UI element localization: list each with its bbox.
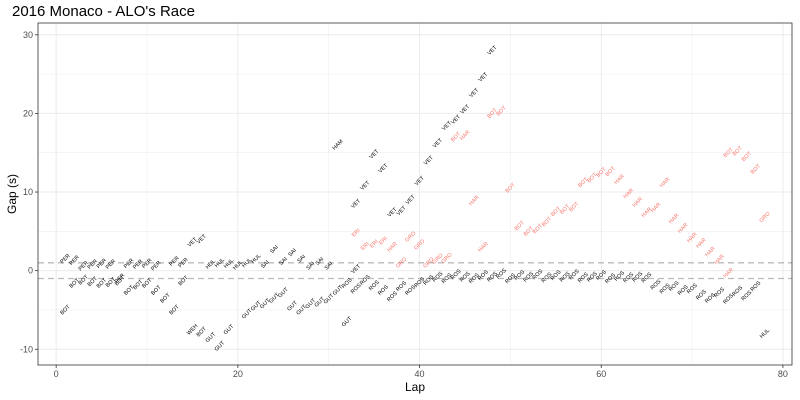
y-tick-label: 10 bbox=[23, 187, 33, 197]
y-tick-label: 30 bbox=[23, 30, 33, 40]
data-label: SAI bbox=[287, 247, 298, 258]
y-axis-title: Gap (s) bbox=[5, 174, 19, 214]
data-label: SAI bbox=[315, 256, 326, 267]
plot-border bbox=[37, 22, 793, 366]
data-label: SAI bbox=[297, 254, 308, 265]
data-label: ERI bbox=[360, 241, 371, 252]
data-label: SAI bbox=[260, 259, 271, 270]
chart-title: 2016 Monaco - ALO's Race bbox=[12, 3, 195, 20]
reference-lines bbox=[38, 262, 792, 280]
y-tick-label: 20 bbox=[23, 108, 33, 118]
plot-panel bbox=[38, 23, 792, 365]
data-label: SAI bbox=[278, 256, 289, 267]
x-tick-label: 80 bbox=[778, 369, 788, 379]
data-label: SAI bbox=[324, 261, 335, 272]
x-axis-title: Lap bbox=[405, 380, 425, 394]
data-label: ERI bbox=[378, 235, 389, 246]
x-tick-label: 0 bbox=[54, 369, 59, 379]
y-tick-label: -10 bbox=[20, 344, 33, 354]
data-label: ERI bbox=[351, 228, 362, 239]
axes: 0 20 40 60 80 -10 0 10 20 30 bbox=[20, 30, 788, 379]
grid-lines bbox=[38, 23, 792, 365]
x-tick-label: 40 bbox=[415, 369, 425, 379]
data-label: SAI bbox=[306, 261, 317, 272]
data-label: SAI bbox=[269, 244, 280, 255]
x-tick-label: 60 bbox=[596, 369, 606, 379]
x-tick-label: 20 bbox=[233, 369, 243, 379]
data-label: ERI bbox=[369, 239, 380, 250]
y-tick-label: 0 bbox=[28, 266, 33, 276]
